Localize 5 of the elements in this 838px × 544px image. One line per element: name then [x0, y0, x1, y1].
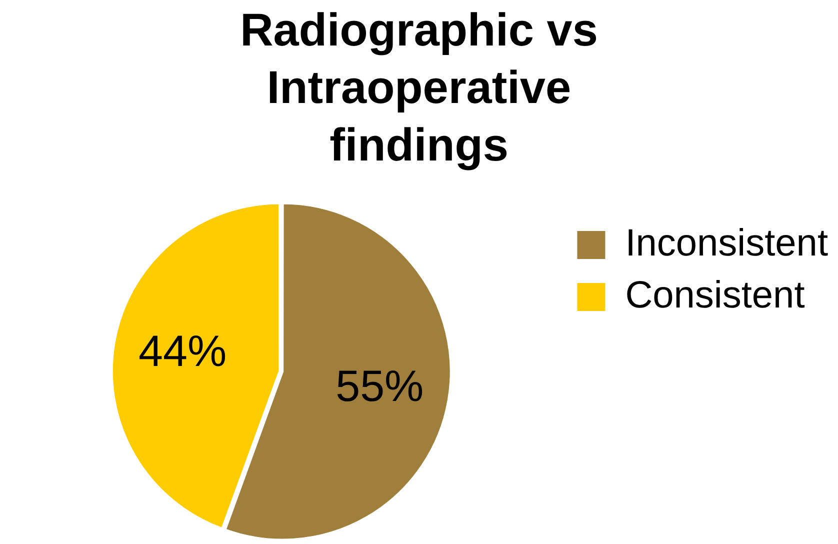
legend-label: Consistent — [625, 274, 806, 316]
legend-label: Inconsistent — [625, 222, 828, 264]
data-label: 55% — [336, 362, 424, 411]
chart-title: Radiographic vs Intraoperative findings — [240, 3, 598, 170]
data-label: 44% — [138, 327, 227, 376]
